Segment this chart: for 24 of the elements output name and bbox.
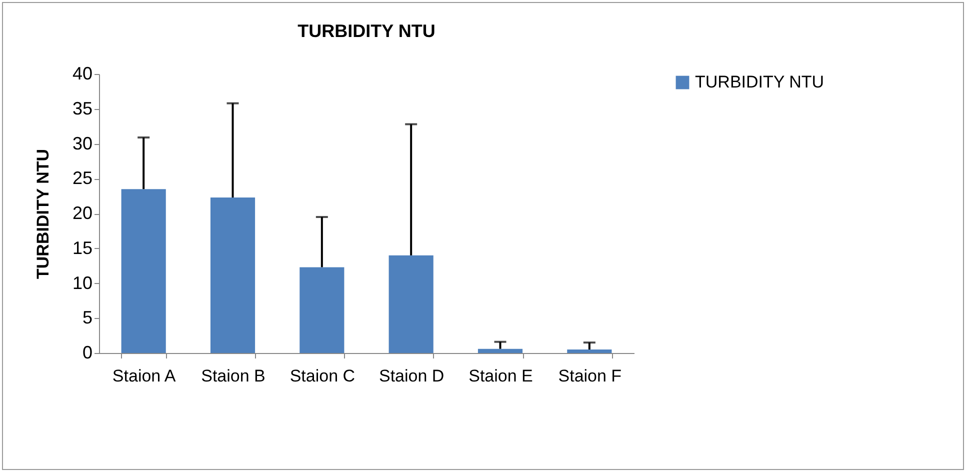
chart-title: TURBIDITY NTU xyxy=(298,21,436,41)
y-tick-label: 20 xyxy=(72,203,92,223)
bar xyxy=(478,348,523,353)
y-tick-label: 0 xyxy=(82,342,92,362)
y-tick-label: 35 xyxy=(72,98,92,118)
x-tick-label: Staion F xyxy=(558,366,622,386)
bar xyxy=(300,267,344,353)
x-tick-label: Staion C xyxy=(290,366,356,386)
x-tick-label: Staion E xyxy=(468,366,533,386)
x-tick-label: Staion B xyxy=(201,366,266,386)
y-tick-label: 10 xyxy=(72,272,92,293)
x-tick-label: Staion A xyxy=(112,366,176,386)
x-tick-label: Staion D xyxy=(378,366,444,386)
bar xyxy=(388,255,434,353)
bar xyxy=(567,350,612,353)
bar xyxy=(121,189,166,353)
y-tick-label: 25 xyxy=(72,168,92,188)
y-tick-label: 30 xyxy=(72,133,92,154)
legend-label: TURBIDITY NTU xyxy=(695,72,824,92)
y-tick-label: 15 xyxy=(72,238,92,258)
y-tick-label: 40 xyxy=(72,64,92,84)
y-tick-label: 5 xyxy=(82,308,92,328)
y-axis-title: TURBIDITY NTU xyxy=(33,148,52,280)
bar xyxy=(210,197,256,353)
